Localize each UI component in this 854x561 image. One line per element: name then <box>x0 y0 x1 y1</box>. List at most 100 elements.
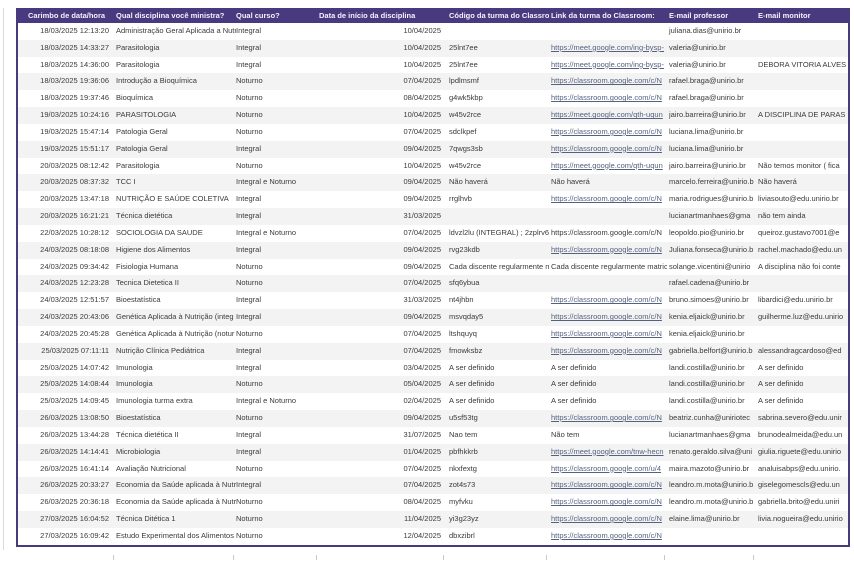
cell-link <box>549 208 667 225</box>
cell-monitor <box>756 40 848 57</box>
cell-curso: Noturno <box>236 278 263 288</box>
cell-professor: lucianartmanhaes@gma <box>669 211 751 221</box>
cell-timestamp: 19/03/2025 15:51:17 <box>40 143 109 153</box>
column-header-timestamp: Carimbo de data/hora <box>28 11 106 20</box>
cell-link: https://classroom.google.com/u/4 <box>549 461 667 478</box>
cell-disciplina: Avaliação Nutricional <box>116 463 186 473</box>
classroom-link[interactable]: https://classroom.google.com/c/N <box>551 295 662 305</box>
cell-link: Não tem <box>549 427 667 444</box>
classroom-link[interactable]: https://meet.google.com/qth-uqun <box>551 160 663 170</box>
cell-curso: Integral <box>236 211 262 221</box>
cell-codigo: 25lnt7ee <box>449 42 478 52</box>
column-header-curso: Qual curso? <box>236 11 280 20</box>
classroom-link[interactable]: https://meet.google.com/qth-uqun <box>551 110 663 120</box>
cell-codigo <box>446 23 549 40</box>
classroom-link[interactable]: https://meet.google.com/tnw-hecn <box>551 446 664 456</box>
column-tick <box>754 555 846 560</box>
cell-inicio: 07/04/2025 <box>403 480 441 490</box>
table-row: 18/03/2025 14:33:27 Parasitologia Integral… <box>18 39 848 57</box>
cell-timestamp: 27/03/2025 16:09:42 <box>40 530 109 540</box>
classroom-link[interactable]: https://classroom.google.com/c/N <box>551 244 662 254</box>
link-text: https://classroom.google.com/c/N <box>551 227 662 237</box>
table-row: 19/03/2025 10:24:16 PARASITOLOGIA Noturno 1… <box>18 107 848 124</box>
cell-professor: maria.rodrigues@unirio.b <box>669 194 754 204</box>
cell-professor: luciana.lima@unirio.br <box>669 143 744 153</box>
cell-timestamp: 24/03/2025 09:34:42 <box>40 261 109 271</box>
classroom-link[interactable]: https://classroom.google.com/c/N <box>551 312 662 322</box>
classroom-link[interactable]: https://classroom.google.com/c/N <box>551 93 662 103</box>
classroom-link[interactable]: https://classroom.google.com/c/N <box>551 143 662 153</box>
cell-monitor: livia.nogueira@edu.unirio <box>758 514 843 524</box>
cell-inicio: 07/04/2025 <box>403 328 441 338</box>
cell-curso: Noturno <box>236 413 263 423</box>
cell-curso: Noturno <box>236 530 263 540</box>
classroom-link[interactable]: https://classroom.google.com/c/N <box>551 345 662 355</box>
cell-link: Não haverá <box>549 174 667 191</box>
classroom-link[interactable]: https://meet.google.com/ing-bysp- <box>551 42 664 52</box>
cell-disciplina: Patologia Geral <box>116 143 168 153</box>
cell-link: https://classroom.google.com/c/N <box>549 326 667 343</box>
classroom-link[interactable]: https://classroom.google.com/c/N <box>551 328 662 338</box>
cell-timestamp: 20/03/2025 13:47:18 <box>40 194 109 204</box>
cell-link: https://classroom.google.com/c/N <box>549 225 667 242</box>
cell-disciplina: TCC I <box>116 177 136 187</box>
cell-inicio: 09/04/2025 <box>403 261 441 271</box>
classroom-link[interactable]: https://classroom.google.com/c/N <box>551 126 662 136</box>
link-text: Não haverá <box>551 177 590 187</box>
cell-inicio: 07/04/2025 <box>403 278 441 288</box>
footer-column-ticks <box>16 555 850 561</box>
cell-disciplina: PARASITOLOGIA <box>116 110 177 120</box>
cell-timestamp: 26/03/2025 13:08:50 <box>40 413 109 423</box>
cell-monitor <box>756 73 848 90</box>
cell-inicio: 10/04/2025 <box>403 26 441 35</box>
column-tick <box>234 555 317 560</box>
cell-curso: Noturno <box>236 379 263 389</box>
cell-inicio: 09/04/2025 <box>403 244 441 254</box>
cell-curso: Integral <box>236 429 262 439</box>
cell-monitor: guilherme.luz@edu.unirio <box>758 312 844 322</box>
cell-inicio: 10/04/2025 <box>403 160 441 170</box>
cell-codigo: A ser definido <box>449 362 495 372</box>
classroom-link[interactable]: https://classroom.google.com/c/N <box>551 76 662 86</box>
classroom-link[interactable]: https://classroom.google.com/c/N <box>551 480 662 490</box>
classroom-link[interactable]: https://classroom.google.com/c/N <box>551 413 662 423</box>
classroom-link[interactable]: https://classroom.google.com/c/N <box>551 514 662 524</box>
cell-timestamp: 19/03/2025 10:24:16 <box>40 110 109 120</box>
cell-codigo: 25lnt7ee <box>449 59 478 69</box>
cell-professor: kenia.eljaick@unirio.br <box>669 312 745 322</box>
cell-link: https://classroom.google.com/c/N <box>549 309 667 326</box>
classroom-link[interactable]: https://classroom.google.com/c/N <box>551 530 662 540</box>
cell-monitor <box>756 275 848 292</box>
classroom-link[interactable]: https://meet.google.com/ing-bysp- <box>551 59 664 69</box>
table-row: 27/03/2025 16:04:52 Técnica Ditética 1 Not… <box>18 511 848 528</box>
cell-codigo: nkxfextg <box>449 463 477 473</box>
link-text: A ser definido <box>551 379 597 389</box>
cell-professor: Juliana.fonseca@unirio.b <box>669 244 754 254</box>
cell-curso: Integral <box>236 59 262 69</box>
table-row: 20/03/2025 08:12:42 Parasitologia Noturno 1… <box>18 157 848 175</box>
classroom-link[interactable]: https://classroom.google.com/c/N <box>551 194 662 204</box>
cell-link: https://classroom.google.com/c/N <box>549 141 667 158</box>
cell-professor: solange.vicentini@unirio <box>669 261 751 271</box>
cell-timestamp: 27/03/2025 16:04:52 <box>40 514 109 524</box>
cell-timestamp: 20/03/2025 08:12:42 <box>40 160 109 170</box>
column-header-link: Link da turma do Classroom: <box>551 11 655 20</box>
cell-link: https://classroom.google.com/c/N <box>549 343 667 360</box>
table-row: 26/03/2025 14:14:41 Microbiologia Integral… <box>18 443 848 461</box>
cell-curso: Noturno <box>236 93 263 103</box>
cell-timestamp: 24/03/2025 12:51:57 <box>40 295 109 305</box>
column-header-disciplina: Qual disciplina você ministra? <box>116 11 225 20</box>
classroom-link[interactable]: https://classroom.google.com/c/N <box>551 497 662 507</box>
classroom-link[interactable]: https://classroom.google.com/u/4 <box>551 463 662 473</box>
cell-disciplina: Introdução a Bioquímica <box>116 76 197 86</box>
cell-professor: gabriella.belfort@unirio.b <box>669 345 753 355</box>
cell-link: https://classroom.google.com/c/N <box>549 494 667 511</box>
cell-disciplina: SOCIOLOGIA DA SAUDE <box>116 227 203 237</box>
cell-codigo: Nao tem <box>449 429 478 439</box>
cell-disciplina: Imunologia turma extra <box>116 396 193 406</box>
column-header-professor: E-mail professor <box>669 11 729 20</box>
table-row: 18/03/2025 19:37:46 Bioquímica Noturno 08/0… <box>18 90 848 108</box>
cell-professor: leandro.m.mota@unirio.b <box>669 480 754 490</box>
link-text: Cada discente regularmente matric <box>551 261 667 271</box>
